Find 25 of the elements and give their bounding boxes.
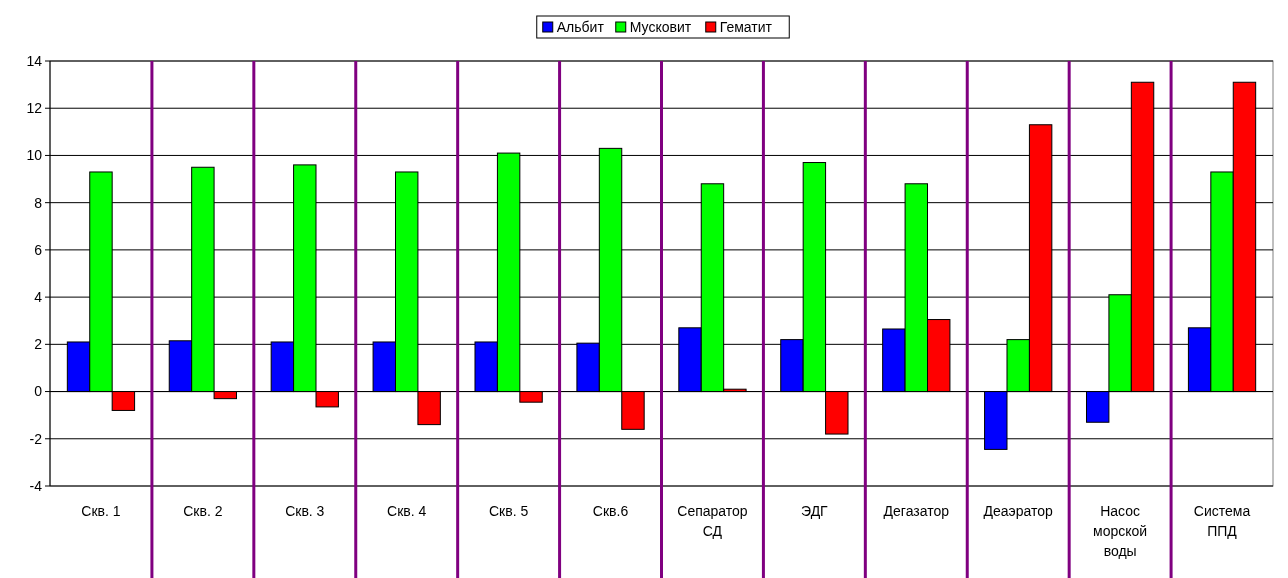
y-tick-label: 6 — [34, 241, 43, 258]
y-tick-label: 12 — [26, 100, 43, 117]
y-tick-label: 0 — [34, 383, 43, 400]
x-tick-label: Скв. 5 — [489, 503, 529, 519]
y-tick-label: 2 — [34, 336, 43, 353]
x-tick-label: Скв. 1 — [81, 503, 121, 519]
x-tick-label: Скв. 4 — [387, 503, 427, 519]
x-tick-label: Сепаратор СД — [677, 503, 748, 539]
legend-label: Гематит — [719, 19, 773, 35]
legend-label: Мусковит — [629, 19, 692, 35]
y-tick-label: -2 — [29, 430, 43, 447]
x-tick-label: ЭДГ — [801, 503, 829, 519]
y-tick-label: 8 — [34, 194, 43, 211]
y-tick-label: 10 — [26, 147, 43, 164]
x-tick-label: Дегазатор — [883, 503, 950, 519]
y-tick-label: 4 — [34, 289, 43, 306]
y-tick-label: -4 — [29, 477, 43, 494]
x-tick-label: Скв.6 — [592, 503, 629, 519]
legend-label: Альбит — [556, 19, 605, 35]
y-tick-label: 14 — [26, 52, 43, 69]
x-tick-label: Насос морской воды — [1093, 503, 1148, 559]
x-tick-label: Деаэратор — [983, 503, 1054, 519]
x-tick-label: Скв. 3 — [285, 503, 325, 519]
x-tick-label: Скв. 2 — [183, 503, 223, 519]
x-tick-label: Система ППД — [1193, 503, 1251, 539]
